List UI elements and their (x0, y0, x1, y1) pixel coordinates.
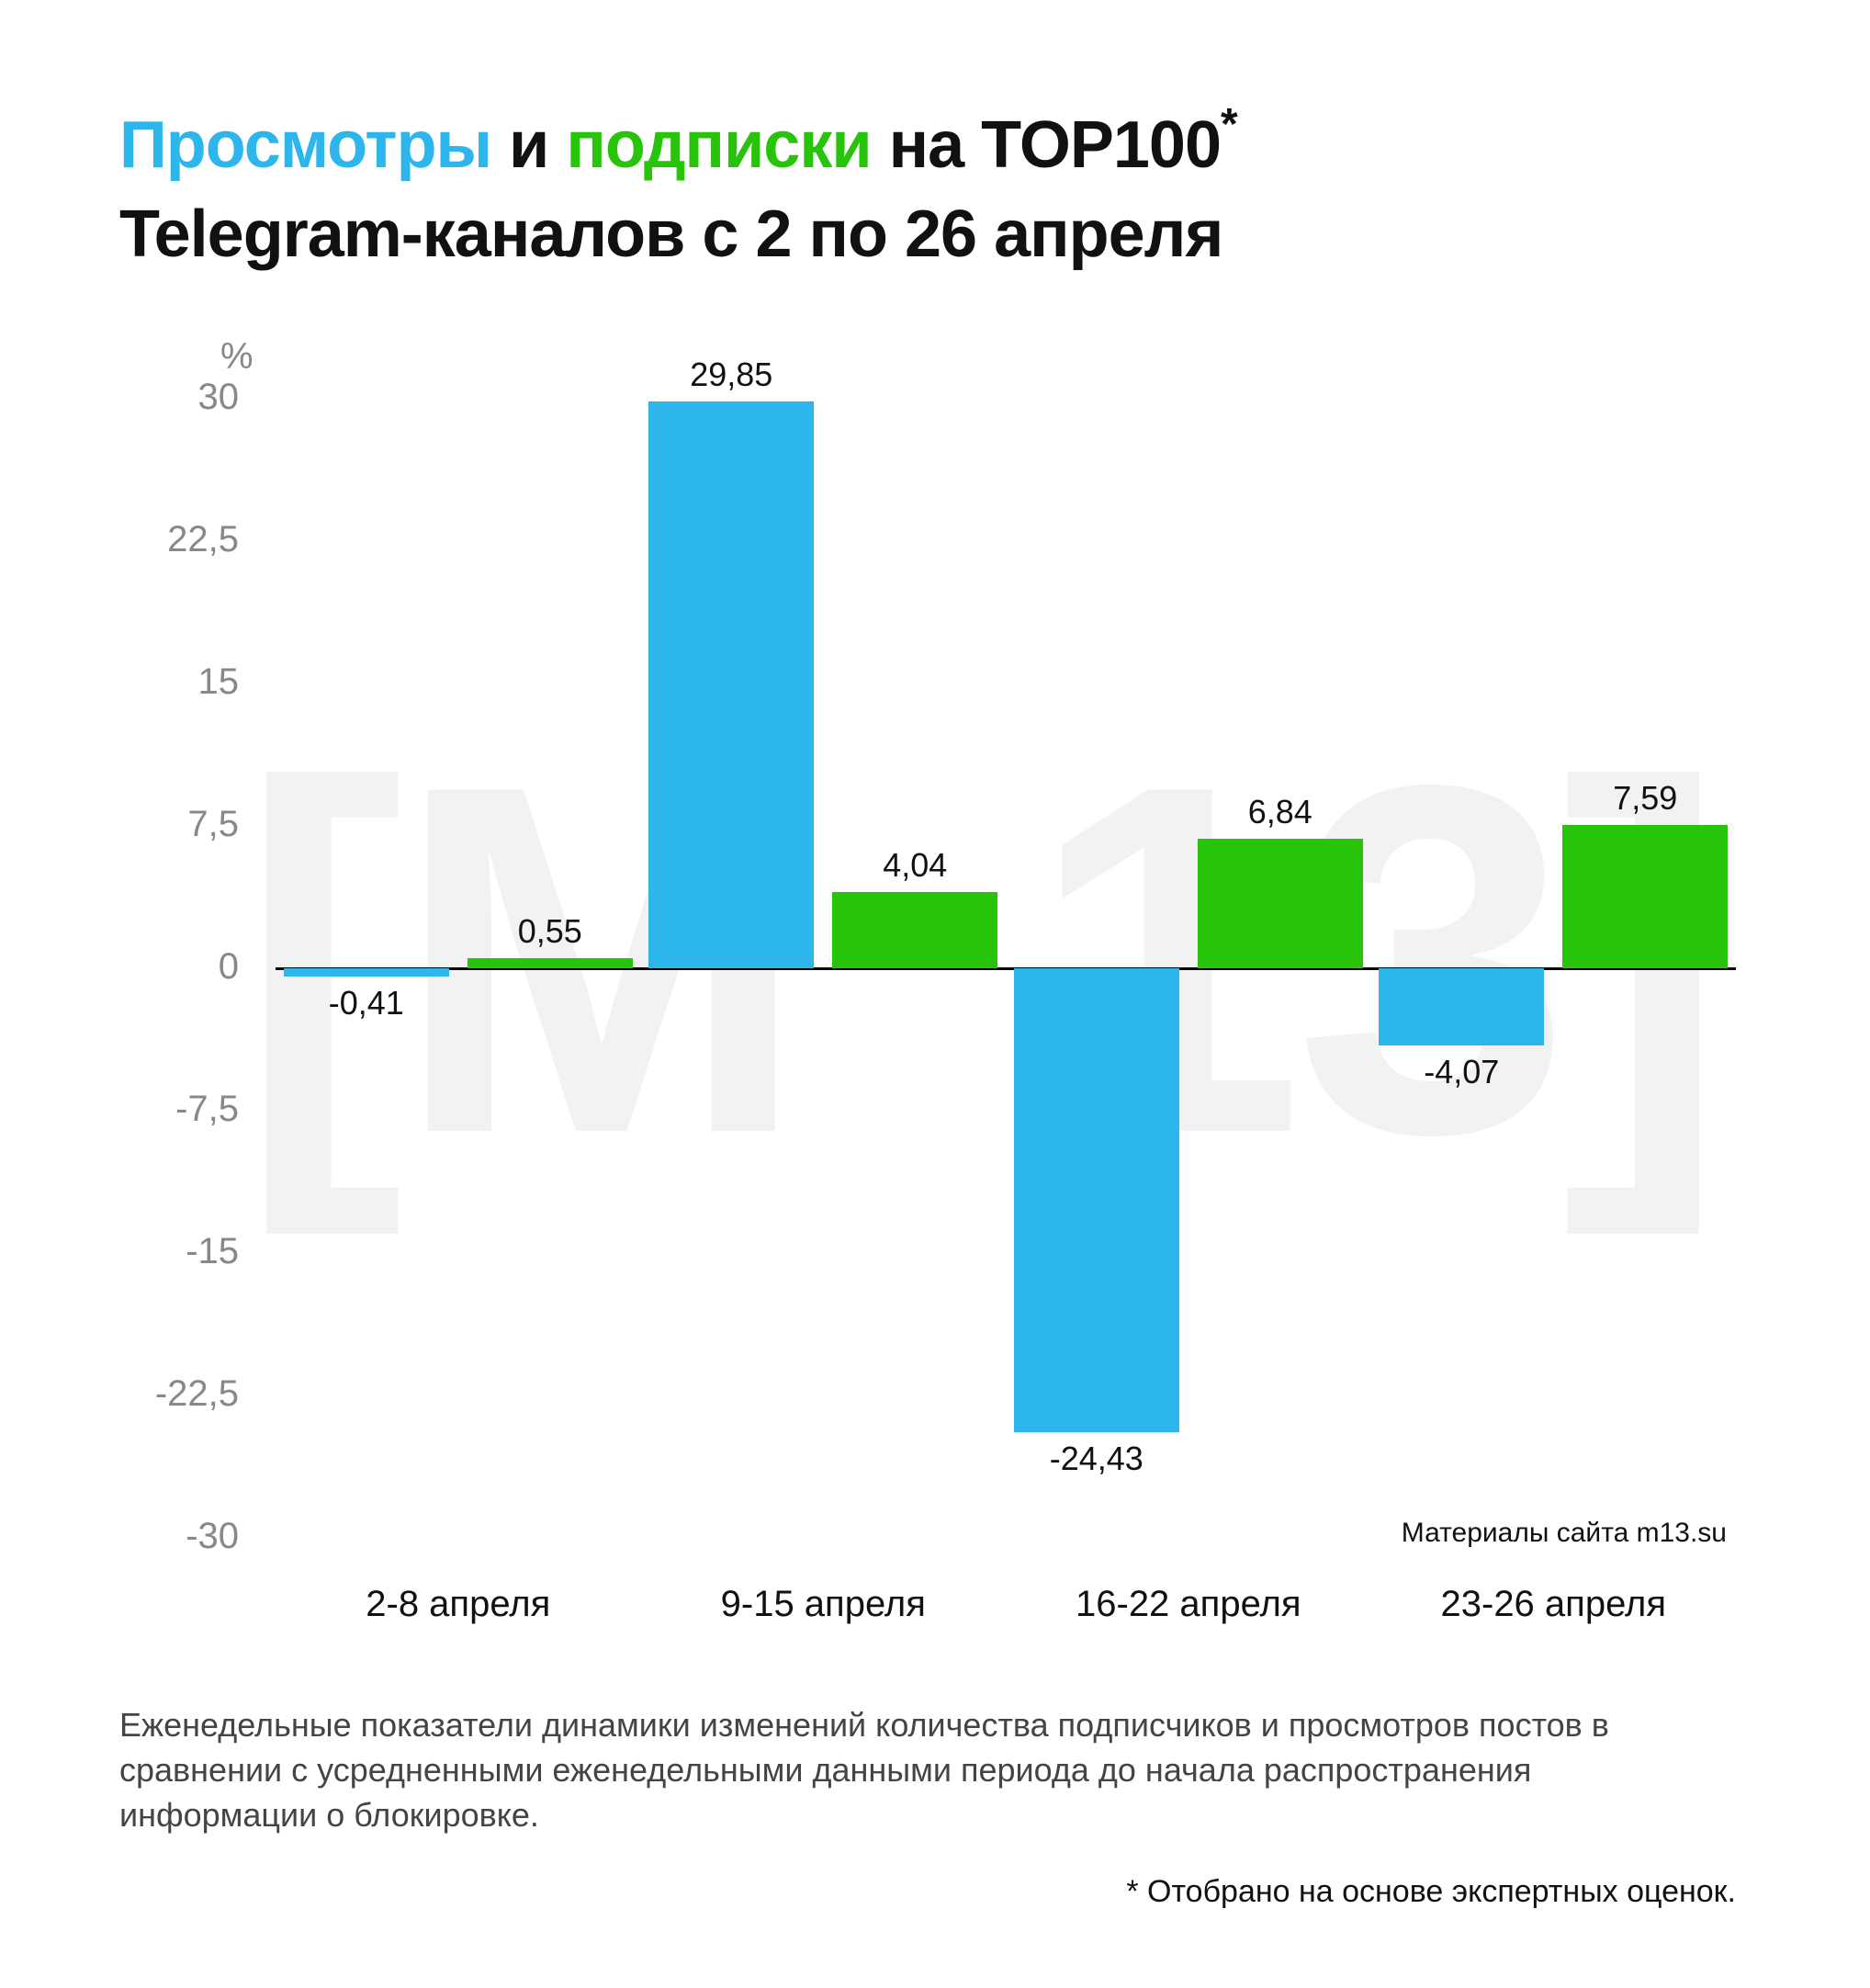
title-star: * (1221, 100, 1237, 149)
bar-subs (1198, 839, 1363, 968)
y-tick-label: 15 (138, 661, 239, 703)
bar-views (1379, 968, 1544, 1045)
y-tick-label: 30 (138, 377, 239, 418)
x-category-label: 23-26 апреля (1371, 1584, 1737, 1625)
bar-value-label: -0,41 (265, 984, 468, 1022)
bar-value-label: 0,55 (449, 912, 651, 951)
credit-text: Материалы сайта m13.su (1402, 1518, 1727, 1549)
title-word-rest2: Telegram-каналов с 2 по 26 апреля (119, 198, 1222, 271)
x-category-label: 2-8 апреля (276, 1584, 641, 1625)
y-tick-label: -15 (138, 1231, 239, 1272)
chart-title: Просмотры и подписки на TOP100* Telegram… (119, 101, 1751, 279)
y-tick-label: -22,5 (138, 1373, 239, 1415)
chart-area: [М 13] %3022,5157,50-7,5-15-22,5-30-0,41… (119, 334, 1736, 1657)
bar-value-label: 29,85 (630, 356, 832, 394)
title-word-rest1: на TOP100 (872, 108, 1221, 182)
bar-value-label: 6,84 (1179, 793, 1381, 831)
bar-value-label: 7,59 (1544, 779, 1746, 818)
footer-note: Еженедельные показатели динамики изменен… (119, 1703, 1736, 1837)
y-tick-label: 22,5 (138, 519, 239, 560)
title-word-views: Просмотры (119, 108, 491, 182)
y-tick-label: 0 (138, 946, 239, 988)
y-tick-label: 7,5 (138, 804, 239, 845)
y-unit-label: % (220, 336, 253, 378)
page: Просмотры и подписки на TOP100* Telegram… (0, 0, 1870, 1988)
title-word-and: и (491, 108, 566, 182)
title-word-subs: подписки (566, 108, 871, 182)
bar-views (1014, 968, 1179, 1432)
bar-views (648, 401, 814, 968)
bar-subs (832, 892, 997, 968)
asterisk-footnote: * Отобрано на основе экспертных оценок. (119, 1874, 1736, 1910)
y-tick-label: -30 (138, 1516, 239, 1557)
y-tick-label: -7,5 (138, 1089, 239, 1130)
bar-subs (468, 958, 633, 968)
bar-value-label: 4,04 (814, 846, 1016, 885)
bar-value-label: -24,43 (996, 1440, 1198, 1478)
x-category-label: 9-15 апреля (641, 1584, 1007, 1625)
bar-value-label: -4,07 (1360, 1053, 1562, 1091)
bar-views (284, 968, 449, 976)
bar-subs (1562, 825, 1728, 969)
x-category-label: 16-22 апреля (1006, 1584, 1371, 1625)
